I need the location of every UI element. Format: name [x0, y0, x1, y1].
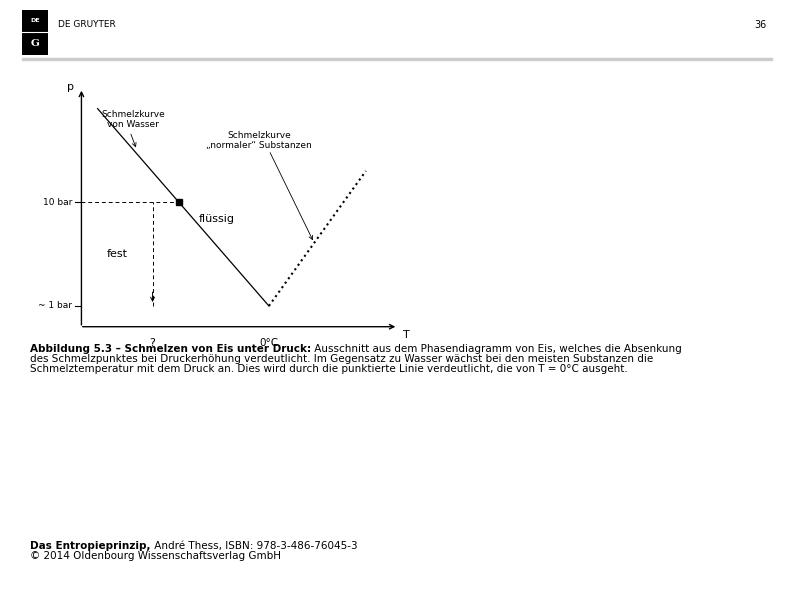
Text: des Schmelzpunktes bei Druckerhöhung verdeutlicht. Im Gegensatz zu Wasser wächst: des Schmelzpunktes bei Druckerhöhung ver… [30, 355, 653, 365]
Text: André Thess, ISBN: 978-3-486-76045-3: André Thess, ISBN: 978-3-486-76045-3 [151, 541, 357, 551]
Text: Ausschnitt aus dem Phasendiagramm von Eis, welches die Absenkung: Ausschnitt aus dem Phasendiagramm von Ei… [311, 344, 682, 355]
Text: fest: fest [106, 249, 128, 259]
Text: 36: 36 [754, 20, 766, 30]
Text: flüssig: flüssig [199, 214, 235, 224]
Text: Schmelztemperatur mit dem Druck an. Dies wird durch die punktierte Linie verdeut: Schmelztemperatur mit dem Druck an. Dies… [30, 365, 628, 374]
Text: Schmelzkurve
„normaler“ Substanzen: Schmelzkurve „normaler“ Substanzen [206, 131, 312, 150]
Text: © 2014 Oldenbourg Wissenschaftsverlag GmbH: © 2014 Oldenbourg Wissenschaftsverlag Gm… [30, 551, 281, 561]
Text: p: p [67, 82, 74, 92]
Text: ?: ? [149, 338, 156, 348]
Text: G: G [31, 39, 40, 48]
Text: DE GRUYTER: DE GRUYTER [58, 20, 116, 29]
Text: 0°C: 0°C [260, 338, 279, 348]
Text: T: T [403, 330, 410, 340]
Text: Schmelzkurve
von Wasser: Schmelzkurve von Wasser [102, 110, 165, 129]
Text: 10 bar: 10 bar [43, 198, 72, 207]
Text: Das Entropieprinzip,: Das Entropieprinzip, [30, 541, 151, 551]
Text: DE: DE [31, 18, 40, 23]
Text: Abbildung 5.3 – Schmelzen von Eis unter Druck:: Abbildung 5.3 – Schmelzen von Eis unter … [30, 344, 311, 355]
Text: ~ 1 bar: ~ 1 bar [38, 302, 72, 311]
